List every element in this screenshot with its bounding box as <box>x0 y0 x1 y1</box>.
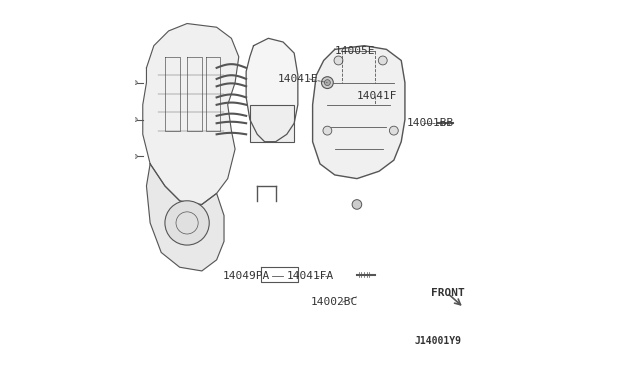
Text: 14049PA: 14049PA <box>223 272 270 282</box>
Text: 14002BC: 14002BC <box>311 297 358 307</box>
Circle shape <box>352 200 362 209</box>
Text: 14041E: 14041E <box>278 74 318 84</box>
Polygon shape <box>147 164 224 271</box>
Text: FRONT: FRONT <box>431 288 464 298</box>
Circle shape <box>134 155 137 158</box>
Text: 14001BB: 14001BB <box>407 118 454 128</box>
Circle shape <box>334 56 343 65</box>
Polygon shape <box>143 23 239 208</box>
Polygon shape <box>246 38 298 142</box>
Text: 14041FA: 14041FA <box>287 272 334 282</box>
Circle shape <box>389 126 398 135</box>
Text: J14001Y9: J14001Y9 <box>415 336 461 346</box>
Circle shape <box>134 118 137 121</box>
Text: 14041F: 14041F <box>357 90 397 100</box>
Circle shape <box>165 201 209 245</box>
Text: 14005E: 14005E <box>335 46 375 56</box>
Polygon shape <box>312 46 405 179</box>
Circle shape <box>321 77 333 89</box>
Circle shape <box>323 126 332 135</box>
Circle shape <box>324 80 330 86</box>
Bar <box>250 105 294 142</box>
Circle shape <box>378 56 387 65</box>
Circle shape <box>134 81 137 84</box>
